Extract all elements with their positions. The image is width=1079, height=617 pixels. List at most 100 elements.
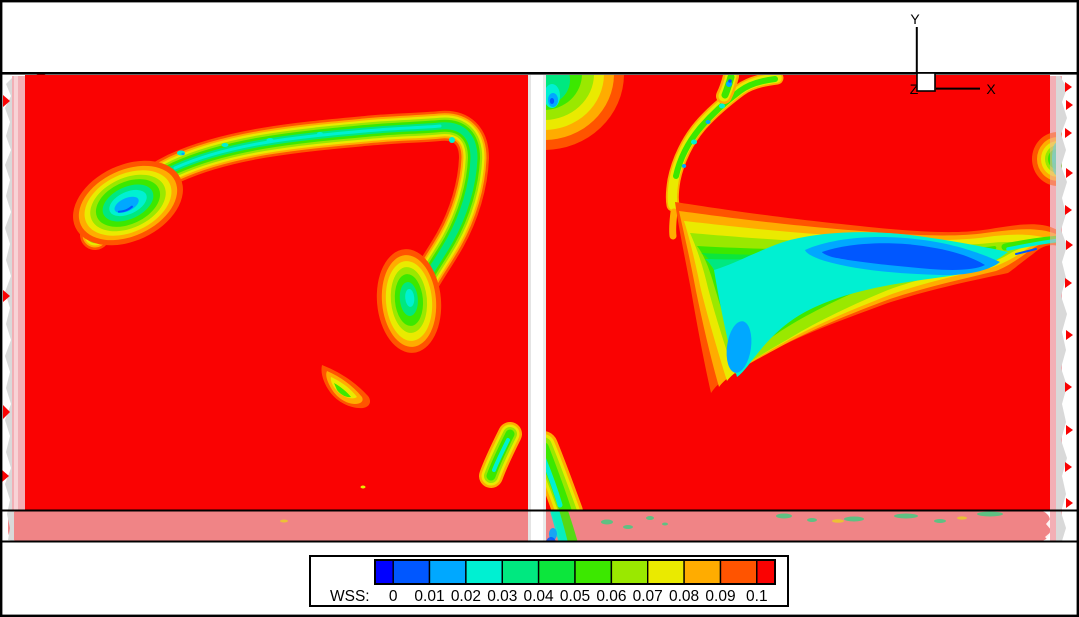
right-strip-speck <box>1066 100 1073 110</box>
legend-color-cell <box>501 559 540 585</box>
speck <box>449 137 455 143</box>
left-strip-speck <box>3 405 10 419</box>
top-edge-line <box>0 72 1079 75</box>
thin-arc <box>665 75 784 240</box>
right-strip-edge <box>1056 76 1073 541</box>
speck <box>776 513 792 519</box>
right-strip-speck <box>1066 330 1073 340</box>
contour-band <box>492 438 510 472</box>
bottom-back-edge-line <box>0 509 1079 512</box>
contour-minimum-core <box>117 205 133 213</box>
teardrop-blob <box>376 249 442 353</box>
z-axis-label: Z <box>910 81 919 97</box>
speck <box>844 516 864 522</box>
right-strip-speck <box>1065 462 1072 472</box>
left-panel-contours <box>73 110 522 489</box>
hook-ridge <box>80 110 489 315</box>
legend-tick-label: 0.06 <box>596 588 626 605</box>
edge-sliver <box>479 422 522 488</box>
speck <box>360 485 366 489</box>
crescent-feature <box>321 365 371 409</box>
contour-minimum <box>114 196 139 213</box>
gap-strip <box>528 75 546 541</box>
legend-tick-label: 0.03 <box>487 588 517 605</box>
colorbar-frame <box>374 559 776 585</box>
left-strip <box>12 76 25 511</box>
contour-minimum <box>822 243 985 270</box>
z-axis-square <box>916 72 936 92</box>
left-strip-speck <box>3 290 10 302</box>
legend-tick-label: 0 <box>389 588 398 605</box>
contour-band <box>546 442 572 511</box>
colorbar-legend: WSS: 0 0.01 0.02 0.03 0.04 0.05 0.06 0.0… <box>309 555 789 607</box>
speck <box>934 519 946 523</box>
legend-color-cell <box>719 559 758 585</box>
right-strip-speck <box>1065 278 1072 288</box>
low-wss-blob <box>73 160 183 246</box>
contour-minimum <box>726 321 752 373</box>
right-strip-speck <box>1065 382 1072 392</box>
legend-tick-label: 0.07 <box>633 588 663 605</box>
right-strip-speck <box>1066 498 1073 508</box>
speck <box>705 120 711 124</box>
legend-color-cell <box>428 559 467 585</box>
legend-tick-label: 0.1 <box>746 588 768 605</box>
contour-band <box>330 377 357 399</box>
speck <box>646 516 654 520</box>
legend-color-cell <box>537 559 576 585</box>
right-strip-speck <box>1065 82 1072 92</box>
legend-color-cell <box>374 559 394 585</box>
legend-title: WSS: <box>330 588 370 605</box>
axis-orientation-widget: Z Y X <box>910 11 997 97</box>
right-strip-speck <box>1066 168 1073 178</box>
speck <box>662 522 668 526</box>
left-strip-speck <box>2 470 9 482</box>
right-strip-jagged-edge <box>1056 76 1067 541</box>
legend-color-cell <box>647 559 685 585</box>
speck <box>894 513 918 519</box>
band-streak <box>546 511 578 542</box>
legend-color-cell <box>756 559 776 585</box>
right-strip-speck <box>1066 240 1073 250</box>
legend-tick-label: 0.01 <box>414 588 444 605</box>
left-strip-jagged-edge <box>5 76 14 541</box>
speck <box>266 138 274 142</box>
contour-band <box>550 511 568 542</box>
legend-color-cell <box>392 559 431 585</box>
legend-tick-label: 0.02 <box>451 588 481 605</box>
legend-tick-label: 0.04 <box>524 588 555 605</box>
wedge-tail-core <box>1015 248 1037 255</box>
speck <box>832 519 844 523</box>
right-panel-contours <box>546 75 1062 511</box>
left-strip-highlight <box>14 76 18 511</box>
contour-minimum <box>405 288 415 307</box>
corner-gradient-blob <box>546 75 624 150</box>
contour-band <box>173 124 442 170</box>
speck <box>719 103 725 109</box>
gap-strip-left-shade <box>528 75 531 541</box>
legend-color-cell <box>465 559 503 585</box>
contour-band <box>552 511 578 542</box>
right-strip-speck <box>1066 425 1073 435</box>
center-gap-strip <box>528 75 546 541</box>
speck <box>221 143 229 147</box>
contour-minimum-core <box>549 98 555 104</box>
x-axis-label: X <box>986 81 996 97</box>
speck <box>623 525 633 529</box>
speck <box>181 152 185 156</box>
legend-color-cell <box>683 559 722 585</box>
contour-band <box>669 208 678 240</box>
left-side-strip <box>2 76 25 541</box>
speck <box>957 516 967 520</box>
speck <box>977 511 1003 517</box>
colorbar <box>374 559 776 585</box>
speck <box>691 139 697 145</box>
gap-strip-right-shade <box>543 75 546 541</box>
legend-ticks: 0 0.01 0.02 0.03 0.04 0.05 0.06 0.07 0.0… <box>389 588 768 605</box>
contour-band <box>334 383 351 398</box>
ridge-specks <box>177 132 455 156</box>
speck <box>280 519 288 523</box>
band-specks <box>280 511 1003 529</box>
